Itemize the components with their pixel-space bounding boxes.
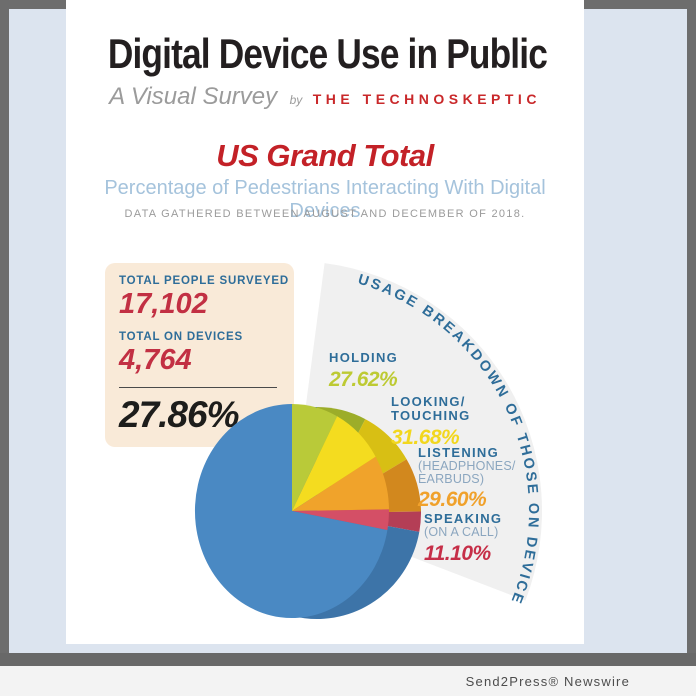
pie-slice bbox=[194, 403, 388, 618]
legend-item-holding: HOLDING 27.62% bbox=[329, 351, 398, 392]
totals-stats-box: TOTAL PEOPLE SURVEYED 17,102 TOTAL ON DE… bbox=[105, 263, 294, 447]
section-subheading: Percentage of Pedestrians Interacting Wi… bbox=[104, 177, 546, 222]
infographic-page: Digital Device Use in Public A Visual Su… bbox=[66, 0, 584, 644]
legend-item-listening: LISTENING (HEADPHONES/ EARBUDS) 29.60% bbox=[418, 446, 516, 512]
legend-label: SPEAKING bbox=[424, 511, 503, 526]
legend-label: TOUCHING bbox=[391, 408, 471, 423]
surveyed-value: 17,102 bbox=[119, 288, 208, 320]
surveyed-label: TOTAL PEOPLE SURVEYED bbox=[119, 275, 289, 287]
newswire-footer: Send2Press® Newswire bbox=[0, 666, 696, 696]
legend-value: 29.60% bbox=[418, 488, 487, 511]
pie-slice bbox=[292, 416, 376, 511]
legend-value: 27.62% bbox=[329, 368, 398, 391]
bottom-divider-bar bbox=[0, 653, 696, 666]
page-title-wrap: Digital Device Use in Public bbox=[66, 30, 584, 78]
legend-label: LISTENING bbox=[418, 445, 500, 460]
grand-total-percent: 27.86% bbox=[119, 394, 240, 435]
subtitle-row: A Visual Survey by THE TECHNOSKEPTIC bbox=[66, 83, 584, 111]
pie-slice bbox=[292, 404, 338, 511]
legend-item-speaking: SPEAKING (ON A CALL) 11.10% bbox=[424, 512, 502, 566]
brand-name: THE TECHNOSKEPTIC bbox=[312, 91, 541, 107]
on-devices-value: 4,764 bbox=[119, 344, 192, 376]
survey-label: A Visual Survey bbox=[109, 83, 278, 110]
pie-slice bbox=[292, 456, 389, 511]
legend-label: HOLDING bbox=[329, 350, 399, 365]
legend-label: LOOKING/ bbox=[391, 394, 466, 409]
on-devices-label: TOTAL ON DEVICES bbox=[119, 331, 243, 343]
pie-chart: USAGE BREAKDOWN OF THOSE ON DEVICES bbox=[66, 0, 543, 619]
section-heading: US Grand Total bbox=[216, 138, 434, 173]
legend-value: 11.10% bbox=[424, 541, 491, 565]
legend-item-looking-touching: LOOKING/ TOUCHING 31.68% bbox=[391, 395, 471, 450]
pie-face-slices bbox=[194, 403, 390, 618]
stats-divider bbox=[119, 387, 277, 388]
legend-sublabel: EARBUDS) bbox=[418, 471, 485, 486]
legend-sublabel: (ON A CALL) bbox=[424, 525, 499, 539]
by-label: by bbox=[289, 93, 303, 107]
pie-slice bbox=[292, 509, 390, 531]
legend-value: 31.68% bbox=[391, 426, 460, 449]
legend-sublabel: (HEADPHONES/ bbox=[418, 459, 516, 473]
data-gathered-note: DATA GATHERED BETWEEN AUGUST AND DECEMBE… bbox=[124, 208, 526, 220]
page-title: Digital Device Use in Public bbox=[107, 30, 548, 77]
newswire-credit: Send2Press® Newswire bbox=[465, 673, 630, 689]
